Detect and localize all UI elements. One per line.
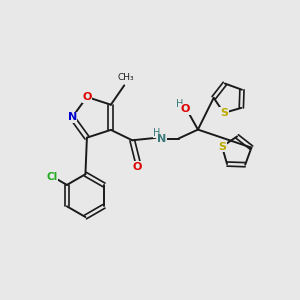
Text: O: O [82, 92, 92, 102]
Text: S: S [220, 108, 228, 118]
Text: N: N [157, 134, 167, 144]
Text: H: H [153, 128, 161, 138]
Text: O: O [133, 162, 142, 172]
Text: CH₃: CH₃ [117, 73, 134, 82]
Text: Cl: Cl [46, 172, 57, 182]
Text: H: H [176, 99, 184, 109]
Text: S: S [218, 142, 226, 152]
Text: O: O [181, 104, 190, 114]
Text: N: N [68, 112, 77, 122]
